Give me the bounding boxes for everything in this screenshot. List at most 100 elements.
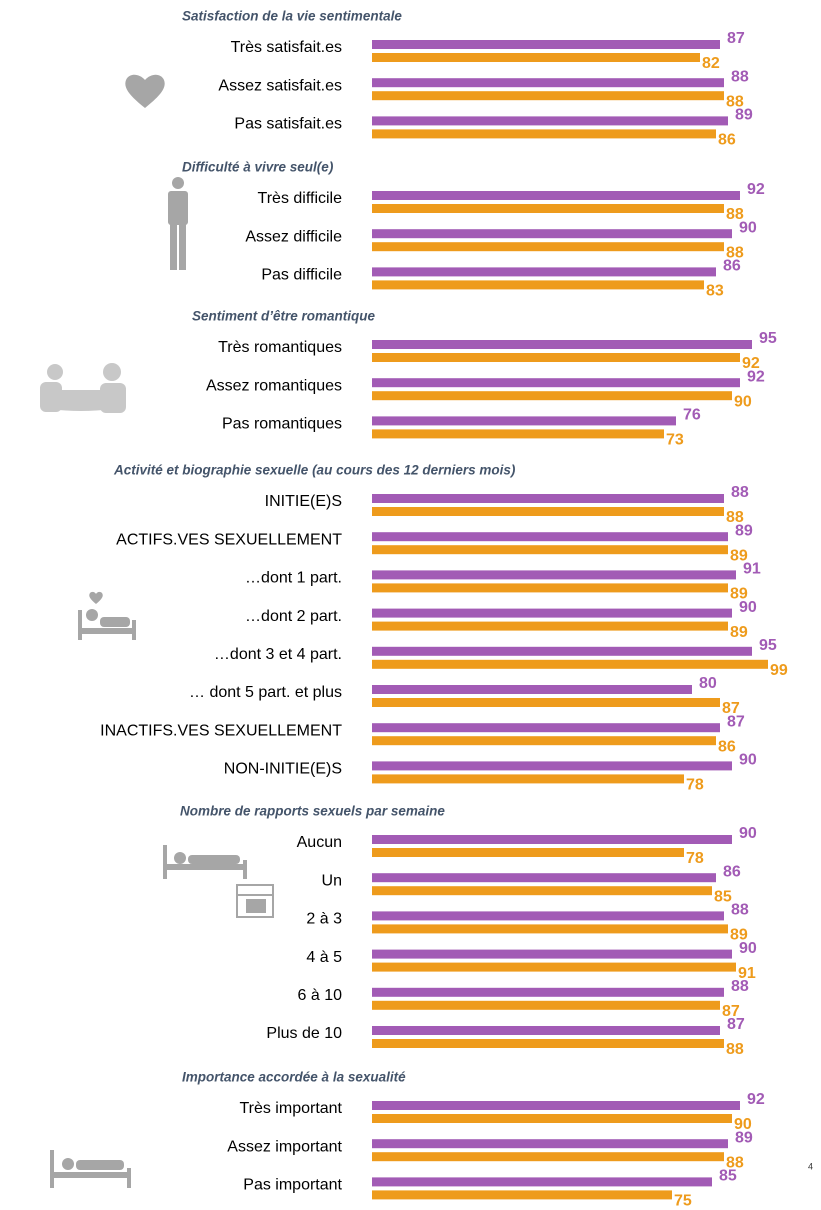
bar [372, 659, 768, 669]
data-label: 90 [739, 219, 757, 236]
bar [372, 1177, 712, 1187]
data-label: 95 [759, 637, 777, 654]
data-label: 88 [731, 484, 749, 501]
data-label: 88 [731, 978, 749, 995]
bar [372, 987, 724, 997]
data-label: 85 [719, 1168, 737, 1185]
data-label: 88 [726, 244, 744, 261]
icons [40, 74, 274, 1188]
bar [372, 646, 752, 656]
bar [372, 429, 664, 439]
bar [372, 774, 684, 784]
row-label: 6 à 10 [298, 987, 343, 1004]
bar [372, 340, 752, 349]
bar [372, 848, 684, 857]
bar [372, 886, 712, 896]
row-label: Un [322, 872, 342, 889]
row-label: 4 à 5 [306, 949, 342, 966]
section-title: Activité et biographie sexuelle (au cour… [113, 463, 516, 478]
row-label: …dont 2 part. [245, 608, 342, 625]
row-label: NON-INITIE(E)S [224, 761, 342, 778]
row-label: ACTIFS.VES SEXUELLEMENT [116, 531, 342, 548]
data-label: 88 [726, 1041, 744, 1058]
couple-icon [40, 363, 126, 413]
data-label: 87 [722, 1003, 740, 1020]
bar [372, 583, 728, 593]
heart-icon [125, 74, 165, 108]
data-label: 88 [731, 902, 749, 919]
row-label: …dont 1 part. [245, 570, 342, 587]
data-label: 88 [726, 1154, 744, 1171]
bar [372, 761, 732, 771]
bar [372, 229, 732, 239]
row-label: Pas difficile [261, 267, 342, 284]
row-label: 2 à 3 [306, 911, 342, 928]
bar [372, 698, 720, 707]
data-label: 78 [686, 850, 704, 867]
row-label: Pas satisfait.es [234, 116, 342, 133]
bar [372, 267, 716, 277]
data-label: 86 [718, 738, 736, 755]
row-label: Assez difficile [245, 228, 342, 245]
data-label: 78 [686, 777, 704, 794]
data-label: 99 [770, 662, 788, 679]
data-label: 88 [726, 93, 744, 110]
row-label: … dont 5 part. et plus [189, 684, 342, 701]
data-label: 89 [730, 547, 748, 564]
row-label: …dont 3 et 4 part. [214, 646, 342, 663]
row-label: Plus de 10 [266, 1025, 342, 1042]
sleep-icon-2 [50, 1150, 131, 1188]
data-label: 92 [742, 355, 760, 372]
calendar-icon [236, 884, 274, 918]
bar [372, 116, 728, 126]
data-label: 90 [734, 1116, 752, 1133]
bar [372, 723, 720, 733]
bar [372, 1101, 740, 1110]
sleep-icon [163, 845, 247, 879]
data-label: 91 [743, 561, 761, 578]
bar [372, 378, 740, 388]
data-label: 91 [738, 965, 756, 982]
bar [372, 545, 728, 555]
bar [372, 1139, 728, 1149]
data-label: 90 [739, 599, 757, 616]
data-label: 89 [735, 522, 753, 539]
data-label: 85 [714, 888, 732, 905]
data-label: 88 [731, 68, 749, 85]
bar [372, 873, 716, 883]
bar [372, 391, 732, 401]
row-label: Assez important [227, 1138, 342, 1155]
row-label: Pas romantiques [222, 416, 342, 433]
data-label: 88 [726, 509, 744, 526]
data-label: 89 [730, 927, 748, 944]
bar [372, 191, 740, 200]
row-label: Pas important [243, 1177, 342, 1194]
data-label: 80 [699, 675, 717, 692]
bar [372, 494, 724, 503]
bar [372, 621, 728, 631]
data-label: 87 [727, 1016, 745, 1033]
data-label: 88 [726, 206, 744, 223]
row-label: Assez romantiques [206, 377, 342, 394]
row-label: Très important [239, 1100, 342, 1117]
bar [372, 1114, 732, 1123]
data-label: 82 [702, 55, 720, 72]
data-label: 92 [747, 368, 765, 385]
bar [372, 685, 692, 694]
row-label: Très satisfait.es [231, 39, 342, 56]
bed-icon [78, 591, 136, 640]
person-icon [168, 177, 188, 270]
data-label: 89 [730, 624, 748, 641]
data-label: 86 [723, 863, 741, 880]
bar [372, 53, 700, 62]
data-label: 73 [666, 432, 684, 449]
data-label: 90 [739, 825, 757, 842]
data-label: 87 [727, 713, 745, 730]
data-label: 90 [734, 393, 752, 410]
bar [372, 129, 716, 139]
bar [372, 204, 724, 213]
row-label: INITIE(E)S [265, 493, 342, 510]
bar [372, 911, 724, 921]
data-label: 89 [730, 586, 748, 603]
data-label: 86 [723, 258, 741, 275]
